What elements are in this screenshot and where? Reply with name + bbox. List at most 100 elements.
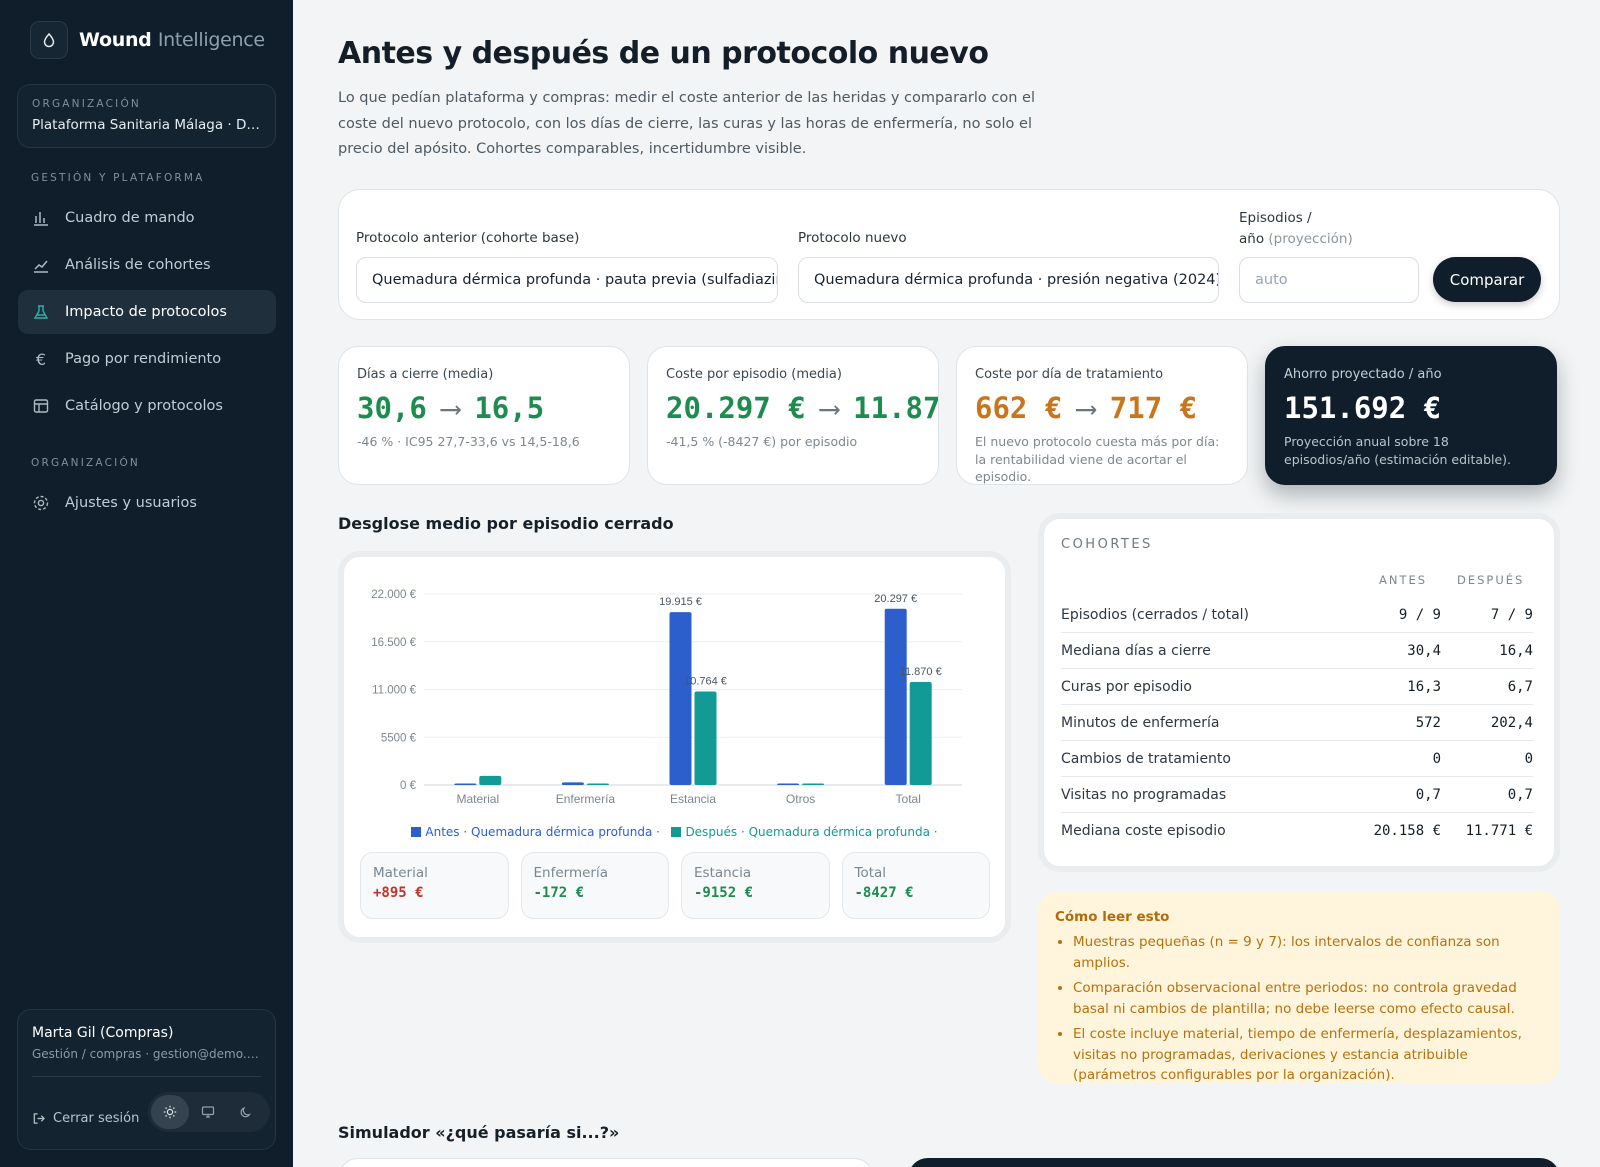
- bar-before: [669, 612, 692, 785]
- cohort-row: Cambios de tratamiento 0 0: [1061, 741, 1533, 777]
- note-item: Muestras pequeñas (n = 9 y 7): los inter…: [1073, 932, 1543, 973]
- kpi-after: 16,5: [474, 391, 545, 425]
- kpi-cost-per-day: Coste por día de tratamiento 662 € ⟶ 717 €…: [956, 346, 1248, 485]
- previous-protocol-select[interactable]: Quemadura dérmica profunda · pauta previ…: [356, 257, 778, 303]
- kpi-sub: -46 % · IC95 27,7-33,6 vs 14,5-18,6: [357, 434, 580, 449]
- cohort-label: Mediana coste episodio: [1061, 823, 1226, 839]
- note-title: Cómo leer esto: [1055, 909, 1170, 925]
- comparison-form: Protocolo anterior (cohorte base) Quemad…: [338, 189, 1560, 320]
- legend-swatch-before: [411, 827, 422, 837]
- bar-before: [561, 782, 584, 785]
- org-selector[interactable]: ORGANIZACIÓN Plataforma Sanitaria Málaga…: [17, 84, 276, 148]
- sidebar-item-label: Impacto de protocolos: [65, 304, 227, 320]
- how-to-read-note: Cómo leer esto Muestras pequeñas (n = 9 …: [1038, 891, 1560, 1084]
- simulator-title: Simulador «¿qué pasaría si...?»: [338, 1123, 620, 1142]
- delta-label: Enfermería: [533, 865, 609, 881]
- compare-button[interactable]: Comparar: [1433, 257, 1541, 302]
- note-list: Muestras pequeñas (n = 9 y 7): los inter…: [1055, 932, 1543, 1086]
- cohort-row: Minutos de enfermería 572 202,4: [1061, 705, 1533, 741]
- kpi-before: 20.297 €: [666, 391, 806, 425]
- sidebar-item-pay-for-performance[interactable]: € Pago por rendimiento: [18, 337, 276, 381]
- cohort-after: 11.771 €: [1465, 823, 1533, 839]
- kpi-sub: Proyección anual sobre 18 episodios/año …: [1284, 434, 1512, 467]
- data-label: 11.870 €: [900, 666, 942, 678]
- brand-name-light: Intelligence: [157, 29, 265, 51]
- episodes-label: Episodios / año (proyección): [1239, 208, 1353, 250]
- sidebar-item-cohorts[interactable]: Análisis de cohortes: [18, 243, 276, 287]
- delta-value: -8427 €: [854, 885, 914, 901]
- data-label: 20.297 €: [874, 593, 917, 605]
- x-tick-label: Material: [456, 792, 499, 806]
- cohort-before: 9 / 9: [1398, 606, 1441, 623]
- kpi-after: 717 €: [1109, 391, 1198, 425]
- kpi-value: 662 € ⟶ 717 €: [975, 391, 1229, 425]
- section-caption-organization: ORGANIZACIÓN: [31, 457, 140, 469]
- bar-chart-icon: [32, 209, 50, 227]
- org-name: Plataforma Sanitaria Málaga · Delegación…: [32, 117, 261, 133]
- arrow-right-icon: ⟶: [820, 391, 839, 425]
- cohort-label: Curas por episodio: [1061, 678, 1192, 695]
- legend-label-after: Después · Quemadura dérmica profunda ·: [685, 825, 938, 839]
- delta-value: -9152 €: [694, 885, 754, 901]
- delta-box-total: Total -8427 €: [841, 852, 990, 919]
- divider: [32, 1076, 261, 1077]
- y-tick-label: 5500 €: [381, 732, 417, 744]
- sidebar-item-catalog[interactable]: Catálogo y protocolos: [18, 384, 276, 428]
- sidebar-item-dashboard[interactable]: Cuadro de mando: [18, 196, 276, 240]
- kpi-before: 30,6: [357, 391, 427, 425]
- kpi-sub: -41,5 % (-8427 €) por episodio: [666, 434, 858, 449]
- cohort-label: Minutos de enfermería: [1061, 714, 1220, 731]
- sidebar-item-settings[interactable]: Ajustes y usuarios: [18, 481, 276, 525]
- bar-before: [454, 783, 477, 785]
- sun-icon[interactable]: [151, 1095, 189, 1129]
- table-icon: [32, 397, 50, 415]
- sidebar: Wound Intelligence ORGANIZACIÓN Platafor…: [0, 0, 293, 1167]
- brand[interactable]: Wound Intelligence: [30, 21, 265, 59]
- bar-before: [777, 783, 800, 785]
- flask-icon: [32, 303, 50, 321]
- cohorts-col-after: DESPUÉS: [1457, 573, 1525, 587]
- kpi-before: 662 €: [975, 391, 1063, 425]
- episodes-label-line1: Episodios /: [1239, 210, 1312, 226]
- new-protocol-select[interactable]: Quemadura dérmica profunda · presión neg…: [798, 257, 1219, 303]
- bar-after: [694, 691, 717, 785]
- logout-label: Cerrar sesión: [53, 1111, 140, 1126]
- delta-box-material: Material +895 €: [360, 852, 509, 919]
- main-content: Antes y después de un protocolo nuevo Lo…: [293, 0, 1600, 1167]
- y-tick-label: 0 €: [400, 780, 417, 792]
- chart-legend: Antes · Quemadura dérmica profunda · Des…: [344, 825, 1005, 839]
- theme-toggle[interactable]: [148, 1092, 270, 1132]
- simulator-inputs-card: [338, 1158, 874, 1167]
- logout-button[interactable]: Cerrar sesión: [32, 1111, 139, 1126]
- bar-after: [909, 681, 932, 785]
- episodes-per-year-input[interactable]: auto: [1239, 257, 1419, 303]
- delta-label: Total: [854, 865, 887, 881]
- delta-box-nursing: Enfermería -172 €: [520, 852, 669, 919]
- cohorts-title: COHORTES: [1061, 537, 1153, 552]
- delta-box-stay: Estancia -9152 €: [681, 852, 830, 919]
- delta-value: +895 €: [373, 885, 424, 901]
- cohort-after: 202,4: [1490, 714, 1533, 731]
- bar-before: [884, 608, 907, 785]
- y-tick-label: 11.000 €: [372, 685, 417, 697]
- kpi-label: Ahorro proyectado / año: [1284, 367, 1442, 382]
- cohort-after: 7 / 9: [1490, 606, 1533, 623]
- kpi-label: Coste por día de tratamiento: [975, 367, 1164, 382]
- moon-icon[interactable]: [227, 1095, 265, 1129]
- note-item: Comparación observacional entre periodos…: [1073, 978, 1543, 1019]
- breakdown-chart: 22.000 € 16.500 € 11.000 € 5500 € 0 € Materia…: [371, 589, 962, 806]
- note-item: El coste incluye material, tiempo de enf…: [1073, 1024, 1543, 1086]
- x-tick-label: Total: [896, 792, 921, 806]
- kpi-sub: El nuevo protocolo cuesta más por día: l…: [975, 434, 1220, 484]
- bar-after: [802, 783, 825, 785]
- delta-label: Estancia: [694, 865, 752, 881]
- cohort-before: 572: [1415, 714, 1441, 731]
- section-caption-platform: GESTIÓN Y PLATAFORMA: [31, 172, 205, 184]
- cohort-label: Visitas no programadas: [1061, 786, 1227, 803]
- user-card: Marta Gil (Compras) Gestión / compras · …: [17, 1009, 276, 1150]
- brand-name: Wound Intelligence: [79, 29, 265, 51]
- kpi-after: 11.870 €: [853, 391, 939, 425]
- monitor-icon[interactable]: [189, 1095, 227, 1129]
- kpi-label: Días a cierre (media): [357, 367, 494, 382]
- sidebar-item-protocol-impact[interactable]: Impacto de protocolos: [18, 290, 276, 334]
